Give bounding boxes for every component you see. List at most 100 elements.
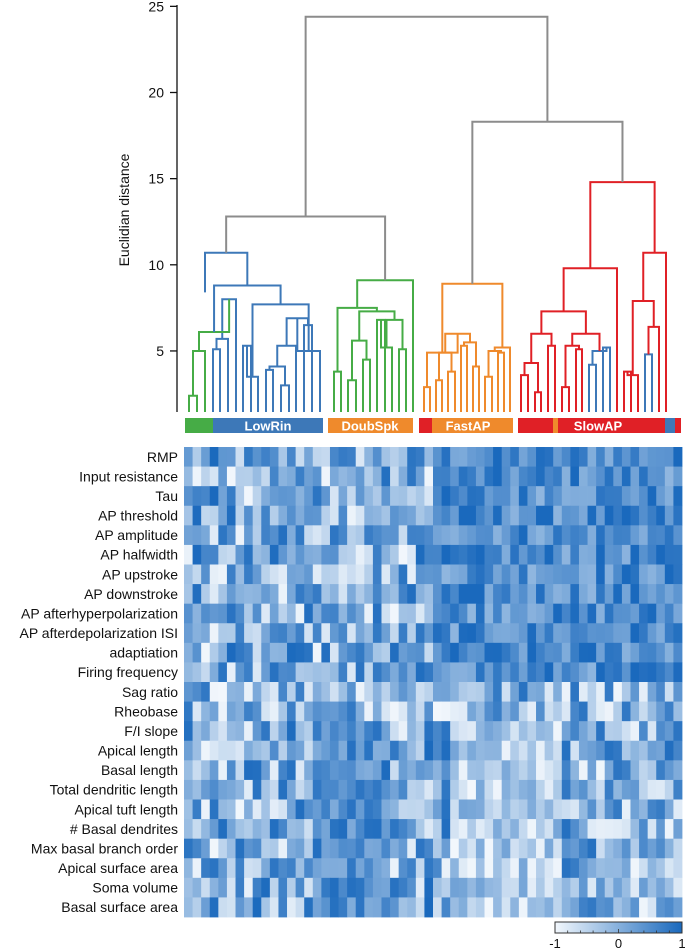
heatmap-cell [467, 505, 477, 526]
heatmap-cell [673, 682, 683, 702]
heatmap-cell [527, 447, 537, 467]
heatmap-cell [287, 858, 297, 879]
dendrogram-link [575, 348, 583, 412]
heatmap-cell [321, 525, 331, 546]
heatmap-cell [278, 701, 288, 722]
heatmap-cell [321, 701, 331, 722]
heatmap-cell [235, 466, 245, 487]
heatmap-cell [458, 662, 468, 683]
heatmap-cell [596, 799, 606, 820]
heatmap-cell [201, 760, 211, 781]
heatmap-cell [570, 544, 580, 565]
heatmap-cell [338, 819, 348, 840]
heatmap-cell [295, 701, 305, 722]
heatmap-cell [347, 564, 357, 585]
heatmap-cell [621, 544, 631, 565]
heatmap-cell [184, 525, 193, 546]
row-label: Apical surface area [58, 860, 178, 876]
dendrogram-link [192, 349, 206, 412]
heatmap-cell [484, 877, 494, 898]
heatmap-cell [639, 858, 649, 879]
heatmap-cell [209, 525, 219, 546]
heatmap-cell [475, 858, 485, 879]
heatmap-cell [209, 877, 219, 898]
heatmap-cell [458, 838, 468, 859]
heatmap-cell [441, 877, 451, 898]
heatmap-cell [613, 819, 623, 840]
heatmap-cell [390, 505, 400, 526]
heatmap-cell [329, 623, 339, 644]
heatmap-cell [639, 779, 649, 800]
heatmap-cell [596, 858, 606, 879]
heatmap-cell [450, 838, 460, 859]
heatmap-cell [390, 760, 400, 781]
heatmap-cell [639, 897, 649, 918]
heatmap-cell [604, 505, 614, 526]
heatmap-cell [407, 799, 417, 820]
heatmap-cell [544, 897, 554, 918]
heatmap-cell [596, 838, 606, 859]
heatmap-cell [226, 897, 236, 918]
heatmap-cell [647, 838, 657, 859]
heatmap-cell [527, 486, 537, 507]
heatmap-cell [269, 662, 279, 683]
heatmap-cell [630, 897, 640, 918]
heatmap-cell [244, 858, 254, 879]
heatmap-cell [647, 682, 657, 702]
heatmap-cell [441, 779, 451, 800]
heatmap-cell [630, 858, 640, 879]
heatmap-cell [390, 525, 400, 546]
heatmap-cell [587, 819, 597, 840]
heatmap-cell [621, 662, 631, 683]
heatmap-cell [527, 740, 537, 761]
heatmap-cell [613, 858, 623, 879]
heatmap-cell [338, 662, 348, 683]
heatmap-cell [527, 760, 537, 781]
heatmap-cell [639, 799, 649, 820]
heatmap-cell [578, 838, 588, 859]
heatmap-cell [493, 819, 503, 840]
heatmap-cell [372, 584, 382, 605]
heatmap-cell [287, 701, 297, 722]
heatmap-cell [518, 466, 528, 487]
heatmap-cell [664, 662, 674, 683]
heatmap-cell [544, 642, 554, 663]
heatmap-cell [312, 486, 322, 507]
y-axis-label: Euclidian distance [116, 153, 132, 266]
heatmap-cell [578, 819, 588, 840]
heatmap-cell [570, 505, 580, 526]
heatmap-cell [338, 799, 348, 820]
heatmap-cell [347, 642, 357, 663]
heatmap-cell [587, 584, 597, 605]
heatmap-cell [458, 701, 468, 722]
heatmap-cell [372, 779, 382, 800]
heatmap-cell [226, 682, 236, 702]
heatmap-cell [458, 584, 468, 605]
heatmap-cell [484, 858, 494, 879]
heatmap-cell [235, 623, 245, 644]
heatmap-cell [613, 682, 623, 702]
heatmap-cell [587, 760, 597, 781]
dendrogram-link [589, 181, 656, 269]
heatmap-cell [527, 603, 537, 624]
heatmap-cell [329, 858, 339, 879]
heatmap-cell [484, 662, 494, 683]
heatmap-cell [656, 564, 666, 585]
heatmap-cell [656, 740, 666, 761]
heatmap-cell [604, 819, 614, 840]
heatmap-cell [398, 799, 408, 820]
heatmap-cell [527, 466, 537, 487]
heatmap-cell [621, 838, 631, 859]
cluster-bar-segment [419, 418, 432, 433]
colorbar-tick-label: -1 [549, 936, 561, 950]
heatmap-cell [664, 525, 674, 546]
heatmap-cell [639, 584, 649, 605]
heatmap-cell [329, 466, 339, 487]
heatmap-cell [252, 466, 262, 487]
heatmap-cell [218, 603, 228, 624]
heatmap-cell [639, 486, 649, 507]
heatmap-cell [475, 505, 485, 526]
heatmap-cell [561, 701, 571, 722]
heatmap-cell [304, 858, 314, 879]
heatmap-cell [639, 466, 649, 487]
